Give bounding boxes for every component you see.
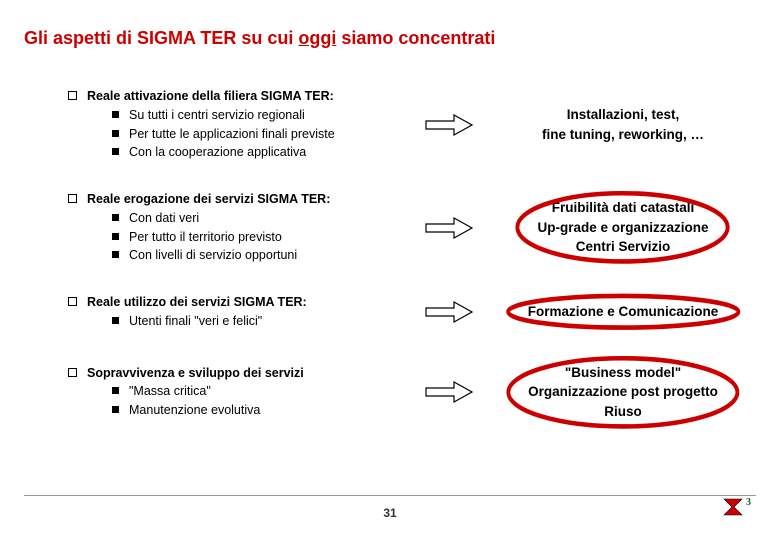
section-3-right-line-1: Formazione e Comunicazione bbox=[528, 304, 719, 319]
section-3-left: Reale utilizzo dei servizi SIGMA TER: Ut… bbox=[68, 293, 408, 331]
section-4-right-line-1: "Business model" bbox=[565, 365, 681, 380]
bullet-outline-icon bbox=[68, 194, 77, 203]
page-number: 31 bbox=[0, 506, 780, 520]
section-4-right-line-3: Riuso bbox=[604, 404, 642, 419]
bullet-filled-icon bbox=[112, 406, 119, 413]
section-1-heading: Reale attivazione della filiera SIGMA TE… bbox=[87, 89, 334, 103]
title-suffix: siamo concentrati bbox=[336, 28, 495, 48]
bullet-filled-icon bbox=[112, 317, 119, 324]
bullet-filled-icon bbox=[112, 148, 119, 155]
section-1-right-line-2: fine tuning, reworking, … bbox=[542, 127, 704, 142]
section-1: Reale attivazione della filiera SIGMA TE… bbox=[68, 87, 756, 162]
section-1-right: Installazioni, test, fine tuning, rework… bbox=[490, 105, 756, 144]
arrow-icon bbox=[420, 215, 478, 241]
section-4-right: "Business model" Organizzazione post pro… bbox=[490, 359, 756, 426]
title-prefix: Gli aspetti di SIGMA TER su cui bbox=[24, 28, 298, 48]
section-2-item-1: Con dati veri bbox=[129, 211, 199, 225]
footer-divider bbox=[24, 495, 756, 496]
section-2-item-2: Per tutto il territorio previsto bbox=[129, 230, 282, 244]
arrow-icon bbox=[420, 379, 478, 405]
bullet-outline-icon bbox=[68, 91, 77, 100]
section-2-left: Reale erogazione dei servizi SIGMA TER: … bbox=[68, 190, 408, 265]
section-4-item-1: "Massa critica" bbox=[129, 384, 211, 398]
section-3: Reale utilizzo dei servizi SIGMA TER: Ut… bbox=[68, 293, 756, 331]
section-2-right-line-1: Fruibilità dati catastali bbox=[552, 200, 695, 215]
section-2-right-line-3: Centri Servizio bbox=[576, 239, 671, 254]
section-1-item-3: Con la cooperazione applicativa bbox=[129, 145, 306, 159]
section-2-right: Fruibilità dati catastali Up-grade e org… bbox=[490, 194, 756, 261]
title-underlined: oggi bbox=[298, 28, 336, 48]
content: Reale attivazione della filiera SIGMA TE… bbox=[24, 87, 756, 425]
bullet-outline-icon bbox=[68, 297, 77, 306]
section-1-left: Reale attivazione della filiera SIGMA TE… bbox=[68, 87, 408, 162]
section-1-item-1: Su tutti i centri servizio regionali bbox=[129, 108, 305, 122]
section-1-right-line-1: Installazioni, test, bbox=[567, 107, 680, 122]
section-4-left: Sopravvivenza e sviluppo dei servizi "Ma… bbox=[68, 364, 408, 420]
bullet-outline-icon bbox=[68, 368, 77, 377]
section-4-heading: Sopravvivenza e sviluppo dei servizi bbox=[87, 366, 304, 380]
bullet-filled-icon bbox=[112, 387, 119, 394]
section-4: Sopravvivenza e sviluppo dei servizi "Ma… bbox=[68, 359, 756, 426]
logo: 3 bbox=[720, 495, 754, 526]
section-2: Reale erogazione dei servizi SIGMA TER: … bbox=[68, 190, 756, 265]
section-4-right-line-2: Organizzazione post progetto bbox=[528, 384, 718, 399]
section-1-item-2: Per tutte le applicazioni finali previst… bbox=[129, 127, 335, 141]
section-4-item-2: Manutenzione evolutiva bbox=[129, 403, 260, 417]
section-3-item-1: Utenti finali "veri e felici" bbox=[129, 314, 262, 328]
svg-text:3: 3 bbox=[746, 497, 751, 508]
bullet-filled-icon bbox=[112, 111, 119, 118]
arrow-icon bbox=[420, 112, 478, 138]
section-2-item-3: Con livelli di servizio opportuni bbox=[129, 248, 297, 262]
section-3-right: Formazione e Comunicazione bbox=[490, 298, 756, 326]
section-2-right-line-2: Up-grade e organizzazione bbox=[537, 220, 708, 235]
section-3-heading: Reale utilizzo dei servizi SIGMA TER: bbox=[87, 295, 307, 309]
bullet-filled-icon bbox=[112, 130, 119, 137]
bullet-filled-icon bbox=[112, 233, 119, 240]
bullet-filled-icon bbox=[112, 214, 119, 221]
arrow-icon bbox=[420, 299, 478, 325]
bullet-filled-icon bbox=[112, 251, 119, 258]
slide-title: Gli aspetti di SIGMA TER su cui oggi sia… bbox=[24, 28, 756, 49]
section-2-heading: Reale erogazione dei servizi SIGMA TER: bbox=[87, 192, 330, 206]
